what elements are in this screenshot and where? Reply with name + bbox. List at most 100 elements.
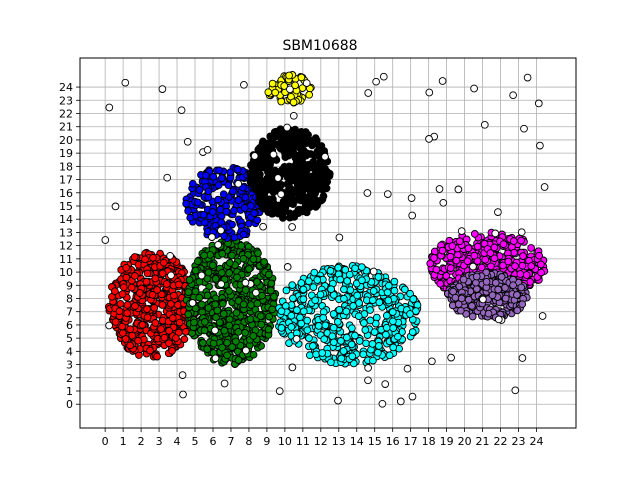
data-point (121, 78, 130, 87)
data-point (494, 208, 502, 216)
data-point (321, 152, 329, 161)
data-point (297, 73, 306, 82)
data-point (254, 249, 262, 258)
data-point (276, 125, 285, 134)
data-point (299, 295, 308, 304)
data-point (157, 290, 166, 299)
data-point (239, 300, 248, 309)
data-point (289, 98, 298, 107)
data-point (157, 325, 165, 333)
data-point (116, 299, 125, 308)
data-point (146, 346, 154, 355)
data-point (509, 237, 518, 245)
data-point (245, 265, 253, 273)
y-tick-label: 15 (59, 200, 73, 213)
data-point (223, 351, 231, 360)
data-point (274, 174, 282, 182)
data-point (237, 241, 246, 250)
data-point (203, 145, 212, 154)
data-point (138, 320, 147, 329)
data-point (278, 210, 287, 219)
data-point (385, 351, 394, 360)
data-point (240, 204, 249, 212)
data-point (273, 204, 282, 213)
data-point (354, 312, 363, 321)
y-tick-label: 13 (59, 226, 73, 239)
data-point (297, 137, 306, 146)
data-point (199, 210, 208, 219)
data-point (480, 120, 489, 129)
data-point (228, 343, 236, 351)
data-point (384, 296, 393, 305)
data-point (251, 185, 260, 194)
data-point (219, 310, 228, 318)
data-point (254, 174, 263, 183)
data-point (211, 354, 220, 363)
data-point (351, 264, 359, 273)
x-tick-label: 15 (368, 435, 382, 448)
data-point (362, 339, 370, 348)
data-point (175, 318, 184, 327)
data-point (468, 312, 477, 321)
data-point (241, 286, 250, 294)
data-point (200, 318, 209, 326)
data-point (537, 268, 545, 277)
data-point (197, 300, 206, 309)
data-point (451, 293, 460, 302)
x-tick-label: 22 (494, 435, 508, 448)
y-tick-label: 19 (59, 147, 73, 160)
data-point (165, 326, 173, 335)
data-point (200, 251, 208, 260)
data-point (265, 312, 273, 321)
data-point (264, 325, 273, 334)
data-point (281, 169, 289, 178)
data-point (346, 286, 355, 294)
data-point (270, 292, 278, 301)
data-point (309, 342, 317, 350)
data-point (118, 329, 127, 337)
data-point (513, 291, 521, 299)
data-point (167, 271, 175, 280)
data-point (253, 299, 262, 308)
data-point (175, 280, 183, 289)
data-point (509, 91, 517, 100)
data-point (183, 137, 192, 146)
data-point (291, 131, 300, 139)
data-point (374, 273, 383, 281)
data-point (511, 262, 519, 270)
data-point (111, 202, 120, 211)
x-tick-label: 13 (332, 435, 346, 448)
data-point (250, 152, 259, 160)
data-point (439, 198, 448, 207)
data-point (446, 264, 455, 272)
data-point (318, 349, 327, 357)
data-point (378, 399, 387, 408)
data-point (468, 302, 476, 310)
data-point (363, 189, 372, 197)
y-tick-label: 1 (66, 385, 73, 398)
data-point (484, 309, 493, 318)
data-point (266, 161, 274, 169)
data-point (314, 322, 323, 330)
data-point (234, 297, 243, 305)
data-point (286, 85, 294, 94)
data-point (288, 281, 297, 289)
data-point (127, 283, 136, 292)
data-point (268, 305, 277, 314)
data-point (234, 196, 243, 204)
data-point (225, 259, 234, 267)
data-point (463, 257, 472, 266)
data-point (190, 318, 198, 327)
data-point (459, 275, 468, 284)
data-point (200, 326, 209, 335)
data-point (223, 338, 231, 347)
data-point (277, 324, 286, 332)
x-tick-label: 20 (458, 435, 472, 448)
data-point (464, 244, 473, 253)
data-point (456, 306, 465, 315)
data-point (499, 240, 508, 249)
data-point (234, 356, 243, 364)
data-point (242, 346, 250, 355)
